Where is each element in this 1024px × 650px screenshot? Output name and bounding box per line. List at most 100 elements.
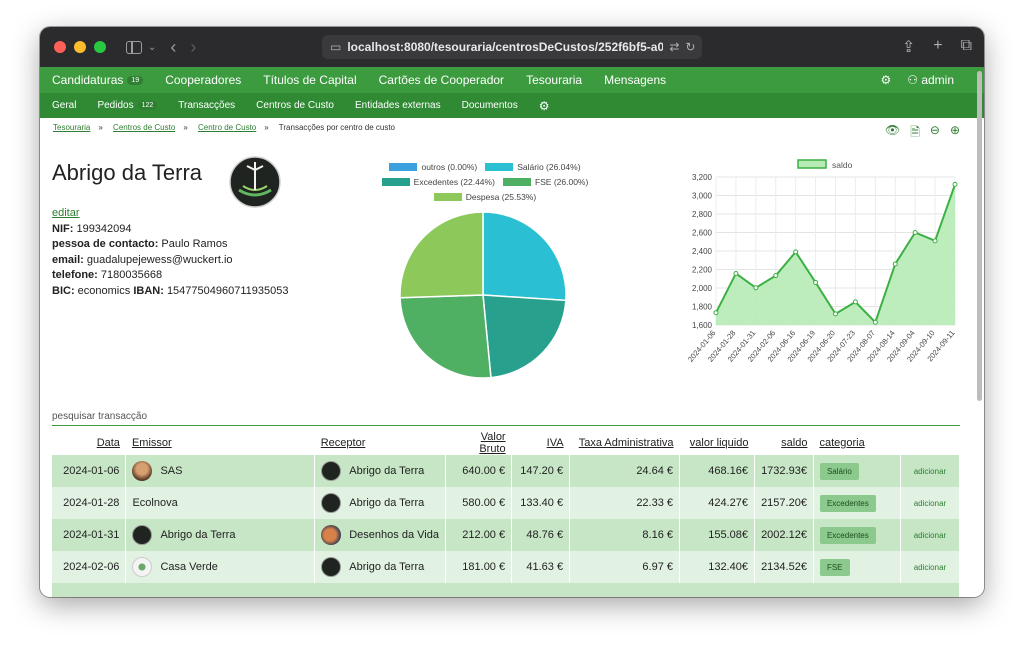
table-row[interactable]: 2024-01-28 Ecolnova Abrigo da Terra 580.… (52, 487, 961, 519)
col-header-valor-bruto[interactable]: Valor Bruto (479, 431, 506, 455)
data-point[interactable] (932, 238, 938, 244)
nav-mensagens[interactable]: Mensagens (604, 73, 667, 87)
receiver-name[interactable]: Abrigo da Terra (349, 465, 425, 477)
breadcrumb-link-centros-de-custo[interactable]: Centros de Custo (113, 123, 176, 132)
data-point[interactable] (912, 230, 918, 235)
legend-item[interactable]: outros (0.00%) (389, 162, 477, 172)
nav-titulos-de-capital[interactable]: Títulos de Capital (263, 73, 357, 87)
nav-candidaturas[interactable]: Candidaturas 19 (52, 73, 144, 87)
breadcrumb-link-tesouraria[interactable]: Tesouraria (53, 123, 91, 132)
pie-slice[interactable] (399, 294, 492, 379)
data-point[interactable] (793, 249, 799, 255)
legend-item[interactable]: Excedentes (22.44%) (381, 177, 495, 187)
emitter-name[interactable]: Casa Verde (160, 561, 218, 573)
data-point[interactable] (753, 285, 759, 291)
browser-window: ⌄ ‹ › ▭ localhost:8080/tesouraria/centro… (40, 27, 984, 597)
zoom-in-icon[interactable]: ⊕ (949, 123, 960, 137)
emitter-name[interactable]: Ecolnova (132, 497, 178, 509)
share-icon[interactable]: ⇪ (901, 39, 916, 56)
emitter-name[interactable]: SAS (160, 465, 183, 477)
page-scrollbar[interactable] (977, 71, 982, 401)
add-button[interactable]: adicionar (900, 455, 961, 487)
col-header-taxa-administrativa[interactable]: Taxa Administrativa (578, 437, 674, 449)
close-window-button[interactable] (54, 41, 66, 53)
legend-item[interactable]: Despesa (25.53%) (433, 192, 536, 202)
cell-gross: 580.00 € (445, 487, 513, 519)
data-point[interactable] (813, 279, 819, 285)
search-label[interactable]: pesquisar transacção (52, 411, 148, 422)
nav-cartoes-de-cooperador[interactable]: Cartões de Cooperador (378, 73, 505, 87)
subnav-entidades-externas[interactable]: Entidades externas (354, 100, 441, 111)
add-button[interactable]: adicionar (900, 519, 961, 551)
add-button[interactable]: adicionar (900, 551, 961, 583)
bic-label: BIC: (52, 284, 75, 297)
settings-gear-icon[interactable]: ⚙ (880, 73, 892, 87)
forward-icon[interactable]: › (190, 36, 197, 57)
receiver-name[interactable]: Abrigo da Terra (349, 497, 425, 509)
minimize-window-button[interactable] (74, 41, 86, 53)
sidebar-toggle-icon[interactable] (126, 40, 142, 54)
cell-net: 155.08€ (679, 519, 755, 551)
receiver-name[interactable]: Desenhos da Vida (349, 529, 439, 541)
add-button[interactable]: adicionar (900, 487, 961, 519)
col-header-categoria[interactable]: categoria (819, 437, 865, 449)
legend-item[interactable]: FSE (26.00%) (502, 177, 588, 187)
document-icon[interactable]: 🗎 (910, 125, 920, 139)
col-header-receptor[interactable]: Receptor (320, 437, 366, 449)
pie-slice[interactable] (482, 294, 567, 379)
tabs-overview-icon[interactable]: ⧉ (960, 37, 972, 54)
breadcrumb-link-centro-de-custo[interactable]: Centro de Custo (198, 123, 257, 132)
table-row[interactable]: 2024-01-31 Abrigo da Terra Desenhos da V… (52, 519, 961, 551)
pie-legend: outros (0.00%) Salário (26.04%) Excedent… (370, 162, 600, 207)
y-tick-label: 2,600 (692, 229, 713, 238)
legend-item[interactable]: Salário (26.04%) (485, 162, 581, 172)
subnav-pedidos[interactable]: Pedidos 122 (97, 100, 158, 111)
receiver-name[interactable]: Abrigo da Terra (349, 561, 425, 573)
data-point[interactable] (952, 181, 958, 187)
zoom-out-icon[interactable]: ⊖ (929, 123, 940, 137)
receiver-avatar (321, 557, 342, 577)
emitter-name[interactable]: Abrigo da Terra (160, 529, 236, 541)
data-point[interactable] (852, 299, 858, 305)
subnav-geral[interactable]: Geral (52, 100, 77, 111)
col-header-emissor[interactable]: Emissor (131, 437, 172, 449)
data-point[interactable] (892, 261, 898, 267)
table-row[interactable]: 2024-02-06 Casa Verde Abrigo da Terra 18… (52, 551, 961, 583)
pie-slice[interactable] (399, 211, 484, 299)
col-header-iva[interactable]: IVA (546, 437, 564, 449)
subnav-transaccoes[interactable]: Transacções (178, 100, 236, 111)
category-badge: Excedentes (819, 494, 876, 512)
new-tab-icon[interactable]: + (933, 37, 943, 54)
col-header-saldo[interactable]: saldo (781, 437, 808, 449)
cell-fee: 6.97 € (569, 551, 681, 583)
nav-tesouraria[interactable]: Tesouraria (526, 73, 583, 87)
legend-swatch[interactable] (797, 159, 827, 169)
cell-gross: 181.00 € (445, 551, 513, 583)
data-point[interactable] (733, 270, 739, 276)
back-icon[interactable]: ‹ (170, 36, 177, 57)
secondary-nav: Geral Pedidos 122 Transacções Centros de … (40, 93, 984, 118)
table-row[interactable]: 2024-01-06 SAS Abrigo da Terra 640.00 € … (52, 455, 961, 487)
edit-link[interactable]: editar (52, 207, 80, 219)
breadcrumb-separator: » (264, 123, 269, 132)
subnav-documentos[interactable]: Documentos (461, 100, 518, 111)
subnav-settings-gear-icon[interactable]: ⚙ (538, 98, 550, 113)
data-point[interactable] (833, 311, 838, 317)
visibility-eye-icon[interactable]: 👁 (884, 123, 901, 137)
series-area (716, 184, 955, 325)
emitter-avatar (132, 461, 153, 481)
data-point[interactable] (773, 273, 779, 279)
user-menu[interactable]: ⚇ admin (907, 73, 954, 87)
subnav-centros-de-custo[interactable]: Centros de Custo (256, 100, 334, 111)
chevron-down-icon[interactable]: ⌄ (148, 41, 157, 53)
data-point[interactable] (713, 310, 719, 316)
translate-icon[interactable]: ⇄ (669, 40, 680, 54)
col-header-data[interactable]: Data (96, 437, 120, 449)
nav-cooperadores[interactable]: Cooperadores (165, 73, 242, 87)
address-bar[interactable]: ▭ localhost:8080/tesouraria/centrosDeCus… (322, 35, 702, 59)
col-header-valor-liquido[interactable]: valor liquido (689, 437, 749, 449)
pie-slice[interactable] (482, 211, 567, 302)
zoom-window-button[interactable] (94, 41, 106, 53)
reload-icon[interactable]: ↻ (685, 40, 696, 54)
data-point[interactable] (872, 319, 878, 325)
